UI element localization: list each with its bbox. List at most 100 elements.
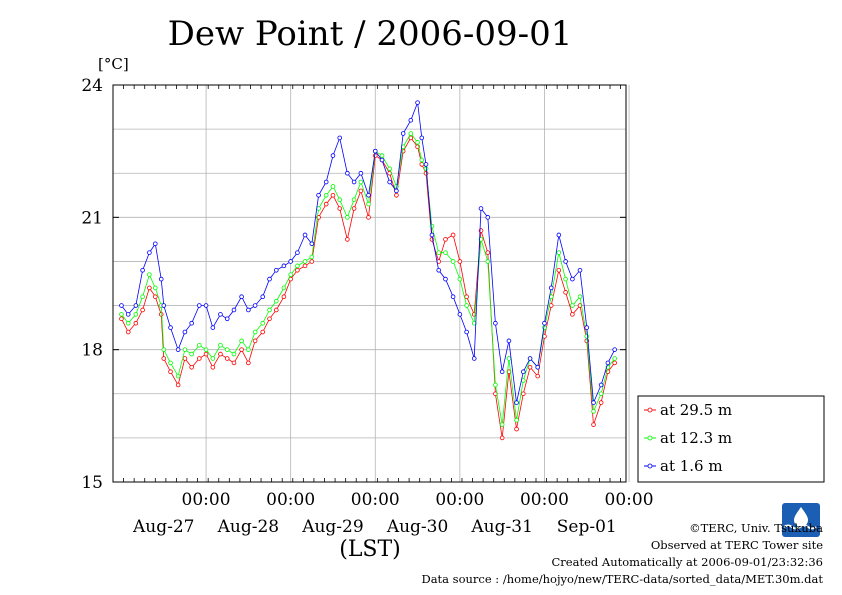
data-point [218,312,223,317]
data-point [570,303,575,308]
data-point [358,170,364,176]
y-axis-ticks: 15 18 21 24 [81,76,626,493]
data-point [443,276,448,282]
series-1 [119,131,617,427]
data-point [330,192,336,198]
data-point [450,232,456,238]
data-point [119,312,124,317]
data-point [231,360,237,366]
data-point [203,303,209,308]
data-point [175,382,181,388]
data-point [527,356,533,361]
data-point [358,179,364,185]
data-point [415,140,420,145]
data-point [506,356,512,361]
data-point [323,179,329,185]
y-tick-label: 24 [81,76,103,96]
footer-observed: Observed at TERC Tower site [650,538,823,552]
x-tick-date-label: Aug-29 [301,517,363,537]
footer-source: Data source : /home/hojyo/new/TERC-data/… [421,572,823,586]
data-point [161,303,167,308]
data-point [577,294,583,300]
data-point [429,232,435,238]
data-point [140,294,145,300]
data-point [345,170,350,176]
data-point [203,347,209,352]
data-point [140,267,145,273]
data-point [542,320,547,326]
data-point [570,312,575,317]
y-tick-label: 21 [81,208,103,228]
data-point [450,259,456,264]
data-point [499,422,505,427]
data-point [224,356,230,361]
data-point [415,100,420,105]
data-point [246,360,251,366]
chart-title: Dew Point / 2006-09-01 [168,14,573,54]
data-point [591,400,596,405]
data-point [119,316,124,322]
data-point [323,192,329,198]
x-tick-date-label: Sep-01 [557,517,617,537]
data-point [345,237,350,242]
data-point [612,360,617,366]
data-point [493,382,498,388]
data-point [140,307,145,313]
data-point [570,276,575,282]
data-point [218,342,223,348]
data-point [239,294,244,300]
data-point [485,215,491,220]
data-point [147,285,152,291]
data-point [598,391,604,397]
data-point [612,356,617,361]
data-point [168,369,173,375]
data-point [309,254,315,260]
data-point [584,325,590,330]
data-point [210,356,216,361]
data-point [485,250,491,255]
data-point [189,320,194,326]
data-point [133,312,139,317]
data-point [457,312,463,317]
data-point [210,365,216,370]
x-tick-time-label: 00:00 [351,490,400,510]
plot-frame [112,84,627,483]
data-point [189,351,194,357]
data-point [499,435,505,441]
data-point [182,329,188,335]
data-point [429,223,435,229]
data-point [366,192,371,198]
data-point [379,153,385,158]
legend-marker [647,407,653,413]
data-point [443,237,448,242]
data-point [506,338,512,344]
data-point [514,417,519,423]
data-point [267,276,272,282]
data-point [224,316,230,322]
data-point [281,294,287,300]
data-point [443,250,448,255]
series-2 [119,100,617,405]
data-point [419,157,425,163]
data-point [288,272,293,277]
data-point [535,373,540,379]
y-tick-label: 15 [81,473,103,493]
data-point [125,312,131,317]
data-point [527,365,533,370]
data-point [273,298,279,304]
data-point [379,157,385,163]
data-point [436,267,442,273]
data-point [563,290,568,295]
data-point [591,422,596,427]
footer-created: Created Automatically at 2006-09-01/23:3… [551,555,824,569]
data-point [351,197,357,202]
x-axis-label: (LST) [339,537,401,562]
x-tick-time-label: 00:00 [435,490,484,510]
data-point [281,263,287,269]
data-point [457,259,463,264]
data-point [302,263,308,269]
data-point [246,307,251,313]
data-point [400,131,406,136]
data-point [556,232,562,238]
